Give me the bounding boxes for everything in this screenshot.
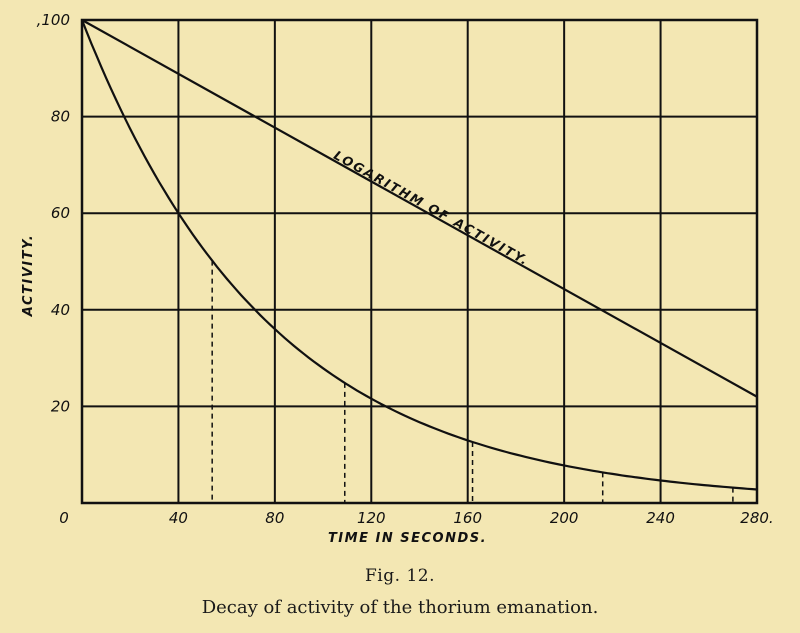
logarithm-line bbox=[81, 19, 758, 398]
decay-chart: 40 80 120 160 200 240 280. 20 40 60 80 ,100 0 TIME IN… bbox=[21, 11, 774, 546]
figure-caption: Decay of activity of the thorium emanati… bbox=[201, 597, 599, 618]
x-tick-label: 280. bbox=[740, 509, 773, 527]
x-tick-label: 240 bbox=[646, 509, 675, 527]
y-tick-label: 40 bbox=[51, 301, 70, 319]
origin-label: 0 bbox=[59, 509, 69, 527]
x-tick-label: 200 bbox=[550, 509, 579, 527]
x-tick-label: 40 bbox=[169, 509, 188, 527]
figure-number: Fig. 12. bbox=[365, 566, 435, 586]
y-axis-title: ACTIVITY. bbox=[21, 234, 36, 317]
x-tick-label: 80 bbox=[265, 509, 284, 527]
logarithm-line-label: LOGARITHM OF ACTIVITY. bbox=[331, 147, 532, 268]
y-tick-label: ,100 bbox=[37, 11, 70, 29]
x-axis-title: TIME IN SECONDS. bbox=[328, 531, 487, 546]
y-tick-label: 80 bbox=[51, 108, 70, 126]
y-tick-label: 60 bbox=[51, 204, 70, 222]
x-tick-label: 160 bbox=[453, 509, 482, 527]
x-tick-label: 120 bbox=[357, 509, 386, 527]
decay-curve bbox=[80, 19, 758, 491]
y-tick-label: 20 bbox=[51, 397, 70, 415]
plot-frame bbox=[80, 18, 759, 505]
